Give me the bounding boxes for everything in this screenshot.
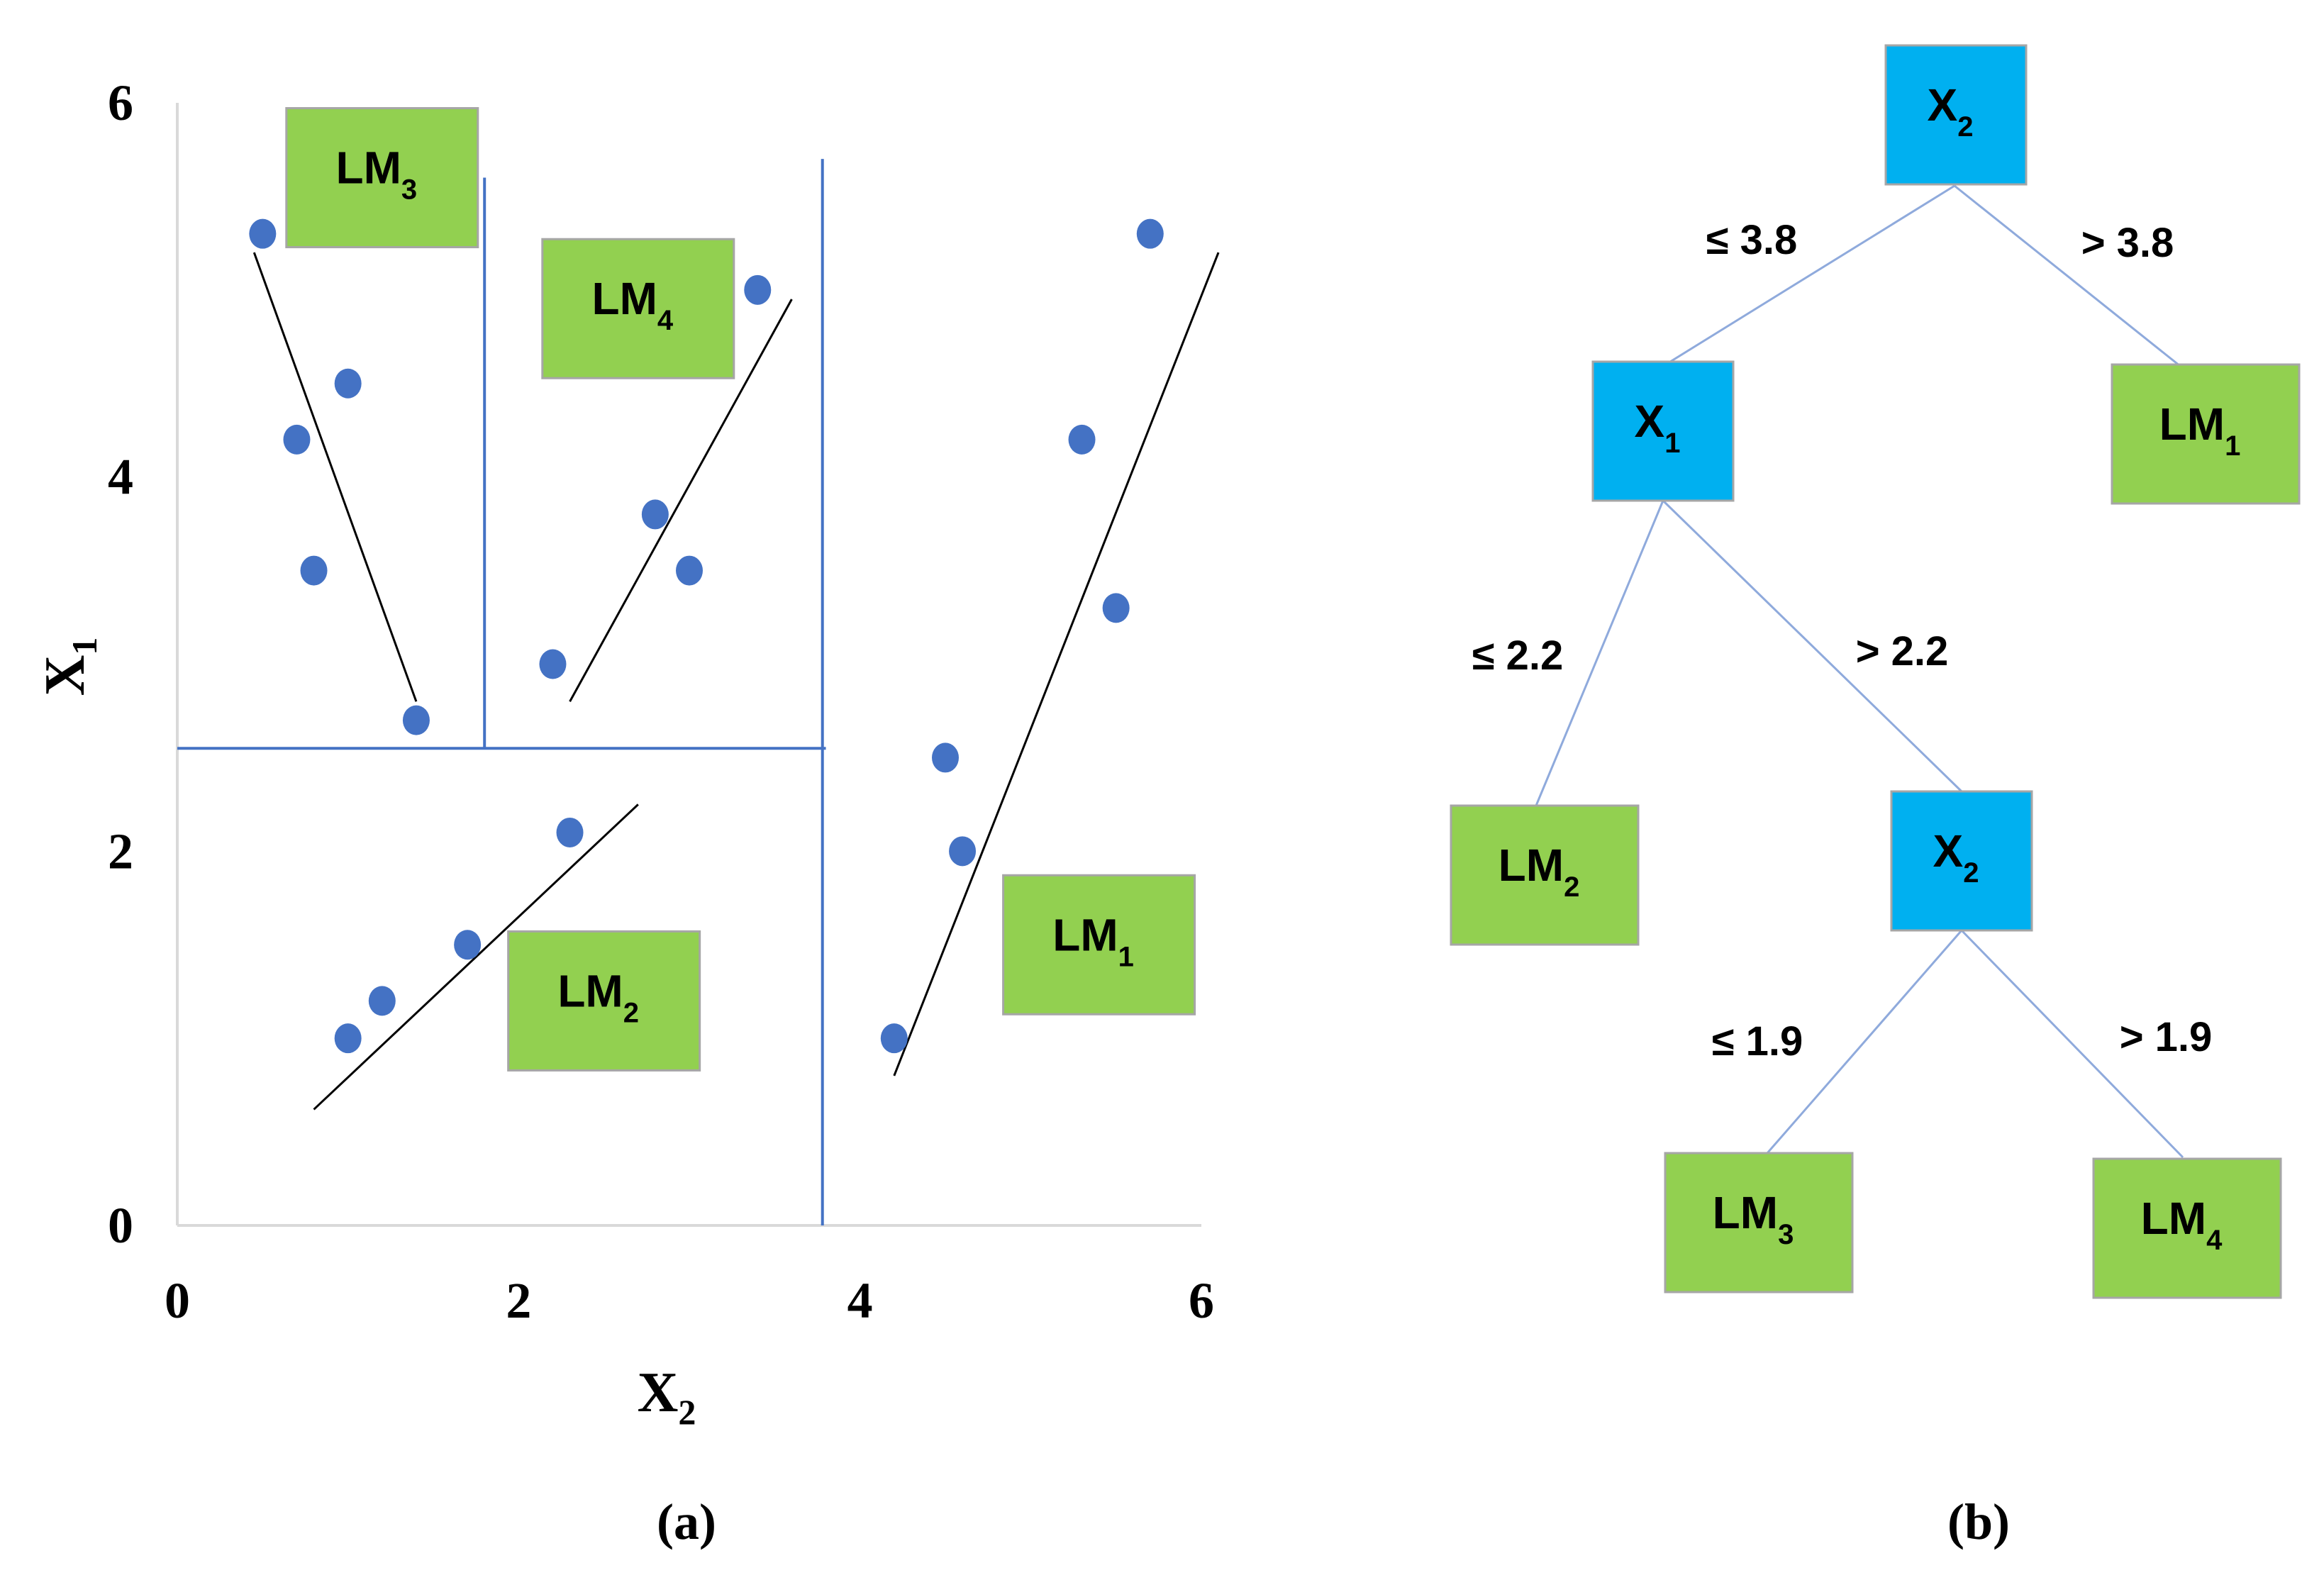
y-tick-label: 0 bbox=[108, 1197, 133, 1254]
tree-edges bbox=[1535, 184, 2184, 1159]
data-point bbox=[676, 555, 703, 586]
data-point bbox=[300, 555, 328, 586]
leaf-box bbox=[1002, 874, 1196, 1016]
data-point bbox=[744, 274, 772, 305]
node-label: LM1 bbox=[2159, 399, 2241, 462]
tree-edge-labels: ≤ 3.8 > 3.8 ≤ 2.2 > 2.2 ≤ 1.9 > 1.9 bbox=[1472, 217, 2213, 1064]
tree-edge bbox=[1766, 930, 1963, 1154]
region-label-lm1: LM1 bbox=[1002, 874, 1196, 1016]
edge-condition-label: > 2.2 bbox=[1856, 628, 1949, 674]
split-node-root: X2 bbox=[1884, 44, 2028, 186]
data-point bbox=[454, 930, 482, 960]
node-label: X2 bbox=[1928, 79, 1974, 143]
leaf-box bbox=[1450, 804, 1640, 946]
x-tick-label: 0 bbox=[165, 1272, 190, 1329]
leaf-box bbox=[2111, 363, 2301, 505]
leaf-label: LM4 bbox=[591, 273, 673, 336]
y-axis-title: X1 bbox=[34, 638, 104, 696]
tree-nodes: X2 X1 LM1 LM2 X2 LM3 LM4 bbox=[1450, 44, 2301, 1299]
tick-labels: 0 2 4 6 0 2 4 6 bbox=[108, 74, 1214, 1329]
split-box bbox=[1591, 360, 1735, 502]
node-label: LM2 bbox=[1499, 840, 1580, 903]
regression-line bbox=[569, 299, 793, 702]
edge-condition-label: > 1.9 bbox=[2120, 1014, 2213, 1060]
fit-lines bbox=[252, 252, 1220, 1111]
x-tick-label: 6 bbox=[1189, 1272, 1214, 1329]
leaf-box bbox=[507, 930, 701, 1072]
data-point bbox=[368, 986, 396, 1016]
y-tick-label: 6 bbox=[108, 74, 133, 131]
tree-edge bbox=[1667, 184, 1955, 365]
edge-condition-label: ≤ 1.9 bbox=[1712, 1018, 1803, 1064]
data-point bbox=[334, 1023, 362, 1054]
data-point bbox=[556, 817, 584, 847]
tree-edge bbox=[1662, 499, 1963, 793]
region-labels: LM3 LM4 LM2 LM1 bbox=[285, 107, 1196, 1072]
panel-b-label: (b) bbox=[1947, 1493, 2010, 1550]
leaf-node-lm1: LM1 bbox=[2111, 363, 2301, 505]
leaf-node-lm2: LM2 bbox=[1450, 804, 1640, 946]
edge-condition-label: > 3.8 bbox=[2081, 220, 2174, 266]
y-tick-label: 4 bbox=[108, 449, 133, 506]
data-point bbox=[1102, 593, 1130, 623]
x-tick-label: 4 bbox=[847, 1272, 873, 1329]
region-label-lm4: LM4 bbox=[541, 238, 735, 379]
leaf-node-lm4: LM4 bbox=[2092, 1157, 2282, 1299]
regression-line bbox=[893, 252, 1220, 1076]
split-box bbox=[1890, 790, 2033, 932]
region-label-lm3: LM3 bbox=[285, 107, 479, 249]
data-point bbox=[641, 499, 669, 530]
tree-edge bbox=[1954, 184, 2181, 367]
data-point bbox=[334, 368, 362, 399]
node-label: LM4 bbox=[2141, 1193, 2223, 1256]
leaf-box bbox=[2092, 1157, 2282, 1299]
split-box bbox=[1884, 44, 2028, 186]
tree-edge bbox=[1535, 500, 1664, 806]
data-point bbox=[283, 424, 311, 455]
node-label: LM3 bbox=[1713, 1187, 1794, 1250]
tree-edge bbox=[1960, 929, 2184, 1159]
regression-line bbox=[313, 803, 639, 1111]
data-point bbox=[1068, 424, 1096, 455]
panel-a-label: (a) bbox=[657, 1493, 716, 1550]
data-point bbox=[402, 705, 430, 735]
region-label-lm2: LM2 bbox=[507, 930, 701, 1072]
scatter-panel: LM3 LM4 LM2 LM1 0 2 4 6 0 2 4 6 X2 X1 (a) bbox=[34, 74, 1220, 1550]
edge-condition-label: ≤ 3.8 bbox=[1706, 217, 1798, 263]
leaf-box bbox=[285, 107, 479, 249]
leaf-node-lm3: LM3 bbox=[1664, 1152, 1854, 1294]
tree-panel: ≤ 3.8 > 3.8 ≤ 2.2 > 2.2 ≤ 1.9 > 1.9 X2 X1 LM1 LM… bbox=[1450, 44, 2301, 1550]
regression-line bbox=[252, 252, 418, 702]
data-points bbox=[249, 218, 1164, 1054]
leaf-label: LM1 bbox=[1052, 909, 1134, 972]
leaf-box bbox=[541, 238, 735, 379]
split-lines bbox=[177, 159, 826, 1225]
leaf-label: LM3 bbox=[335, 143, 417, 206]
data-point bbox=[932, 742, 959, 773]
x-axis-title: X2 bbox=[638, 1362, 696, 1432]
node-label: X2 bbox=[1933, 825, 1979, 889]
leaf-box bbox=[1664, 1152, 1854, 1294]
node-label: X1 bbox=[1635, 396, 1681, 459]
leaf-label: LM2 bbox=[557, 965, 639, 1028]
data-point bbox=[1136, 218, 1164, 249]
data-point bbox=[539, 649, 567, 679]
data-point bbox=[249, 218, 277, 249]
edge-condition-label: ≤ 2.2 bbox=[1472, 633, 1564, 679]
data-point bbox=[949, 836, 977, 867]
x-tick-label: 2 bbox=[506, 1272, 531, 1329]
split-node-n1: X1 bbox=[1591, 360, 1735, 502]
data-point bbox=[880, 1023, 908, 1054]
y-tick-label: 2 bbox=[108, 823, 133, 879]
split-node-n2: X2 bbox=[1890, 790, 2033, 932]
